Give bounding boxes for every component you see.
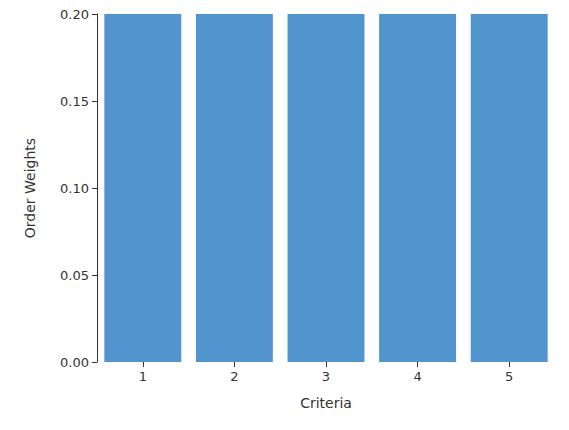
svg-text:Order Weights: Order Weights: [22, 138, 38, 238]
svg-text:5: 5: [505, 369, 513, 384]
svg-text:3: 3: [322, 369, 330, 384]
svg-text:0.15: 0.15: [60, 94, 89, 109]
svg-text:0.00: 0.00: [60, 355, 89, 370]
svg-text:0.05: 0.05: [60, 268, 89, 283]
svg-text:Criteria: Criteria: [300, 395, 352, 411]
svg-text:2: 2: [230, 369, 238, 384]
svg-text:1: 1: [139, 369, 147, 384]
svg-text:0.20: 0.20: [60, 7, 89, 22]
svg-text:4: 4: [413, 369, 421, 384]
svg-text:0.10: 0.10: [60, 181, 89, 196]
